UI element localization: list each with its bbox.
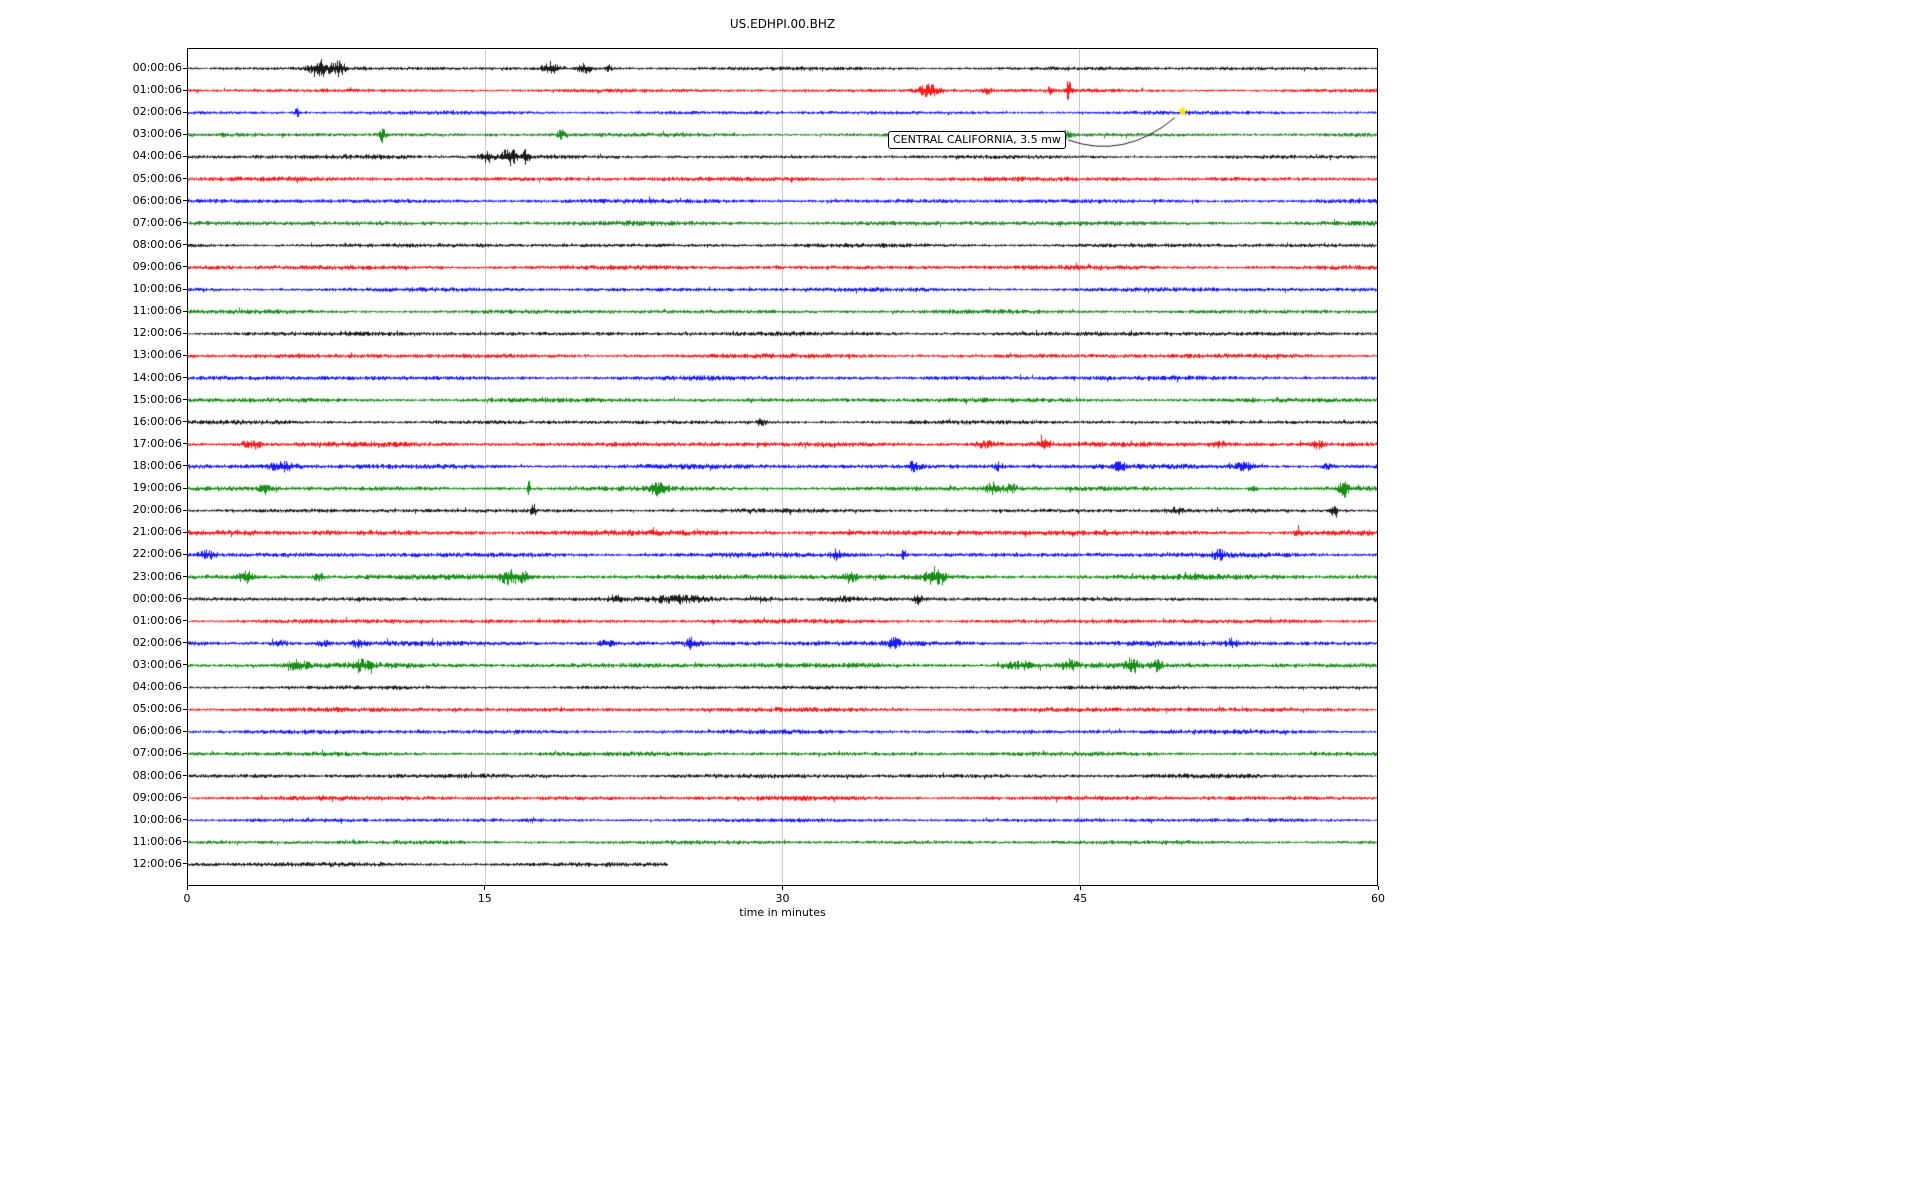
row-label: 20:00:06 xyxy=(132,503,182,517)
row-label: 06:00:06 xyxy=(132,193,182,207)
row-label: 03:00:06 xyxy=(132,657,182,671)
y-tick-mark xyxy=(183,775,187,777)
y-tick-mark xyxy=(183,310,187,312)
event-star-icon: ★ xyxy=(1176,101,1190,120)
y-tick-mark xyxy=(183,620,187,622)
row-label: 00:00:06 xyxy=(132,61,182,74)
row-label: 02:00:06 xyxy=(132,105,182,119)
y-tick-mark xyxy=(183,819,187,821)
y-tick-mark xyxy=(183,222,187,224)
row-label: 02:00:06 xyxy=(132,635,182,649)
y-tick-mark xyxy=(183,244,187,246)
row-label: 12:00:06 xyxy=(132,326,182,340)
row-label: 16:00:06 xyxy=(132,414,182,428)
y-tick-mark xyxy=(183,377,187,379)
row-label: 22:00:06 xyxy=(132,547,182,561)
y-tick-mark xyxy=(183,531,187,533)
y-tick-mark xyxy=(183,332,187,334)
row-label: 08:00:06 xyxy=(132,237,182,251)
y-tick-mark xyxy=(183,399,187,401)
y-tick-mark xyxy=(183,598,187,600)
x-tick-label: 60 xyxy=(1371,892,1385,905)
y-tick-mark xyxy=(183,266,187,268)
trace-canvas xyxy=(188,49,1377,885)
x-tick-mark xyxy=(484,886,486,890)
x-tick-mark xyxy=(186,886,188,890)
x-tick-label: 15 xyxy=(477,892,492,905)
x-tick-mark xyxy=(782,886,783,890)
y-tick-mark xyxy=(183,797,187,799)
row-label: 01:00:06 xyxy=(132,613,182,627)
row-label: 17:00:06 xyxy=(132,436,182,450)
x-tick-mark xyxy=(1377,886,1379,890)
y-tick-mark xyxy=(183,509,187,511)
plot-area: ★ CENTRAL CALIFORNIA, 3.5 mw xyxy=(187,48,1378,886)
y-tick-mark xyxy=(183,642,187,644)
row-label: 18:00:06 xyxy=(132,458,182,472)
row-label: 09:00:06 xyxy=(132,790,182,804)
row-label: 21:00:06 xyxy=(132,525,182,539)
y-tick-mark xyxy=(183,421,187,423)
row-label: 10:00:06 xyxy=(132,812,182,826)
row-label: 06:00:06 xyxy=(132,724,182,738)
y-tick-mark xyxy=(183,89,187,91)
y-tick-mark xyxy=(183,133,187,135)
y-tick-mark xyxy=(183,553,187,555)
x-tick-label: 0 xyxy=(183,892,191,905)
row-label: 15:00:06 xyxy=(132,392,182,406)
row-label: 10:00:06 xyxy=(132,282,182,296)
y-tick-mark xyxy=(183,863,187,865)
row-label: 11:00:06 xyxy=(132,304,182,318)
y-tick-mark xyxy=(183,155,187,157)
row-labels: 00:00:06 01:00:06 02:00:06 03:00:06 04:00:06… xyxy=(58,48,182,884)
row-label: 11:00:06 xyxy=(132,834,182,848)
x-axis-label: time in minutes xyxy=(739,906,826,919)
row-label: 08:00:06 xyxy=(132,768,182,782)
row-label: 01:00:06 xyxy=(132,83,182,97)
row-label: 13:00:06 xyxy=(132,348,182,362)
row-label: 14:00:06 xyxy=(132,370,182,384)
row-label: 12:00:06 xyxy=(132,856,182,870)
x-tick-mark xyxy=(1079,886,1081,890)
y-tick-mark xyxy=(183,487,187,489)
y-tick-mark xyxy=(183,664,187,666)
y-tick-mark xyxy=(183,841,187,843)
row-label: 09:00:06 xyxy=(132,259,182,273)
annotation-text: CENTRAL CALIFORNIA, 3.5 mw xyxy=(893,133,1061,146)
x-tick-label: 45 xyxy=(1073,892,1088,905)
row-label: 07:00:06 xyxy=(132,215,182,229)
row-label: 23:00:06 xyxy=(132,569,182,583)
y-tick-mark xyxy=(183,576,187,578)
y-tick-mark xyxy=(183,354,187,356)
row-label: 19:00:06 xyxy=(132,481,182,495)
row-label: 07:00:06 xyxy=(132,746,182,760)
y-tick-mark xyxy=(183,730,187,732)
annotation-box: CENTRAL CALIFORNIA, 3.5 mw xyxy=(888,131,1066,149)
y-tick-mark xyxy=(183,708,187,710)
y-tick-mark xyxy=(183,686,187,688)
x-tick-label: 30 xyxy=(775,892,790,905)
y-tick-mark xyxy=(183,67,187,69)
y-tick-mark xyxy=(183,111,187,113)
row-label: 05:00:06 xyxy=(132,702,182,716)
row-label: 04:00:06 xyxy=(132,680,182,694)
y-tick-mark xyxy=(183,465,187,467)
y-tick-mark xyxy=(183,443,187,445)
y-tick-mark xyxy=(183,288,187,290)
x-ticks: 0 15 30 45 60 xyxy=(184,886,1385,910)
row-label: 00:00:06 xyxy=(132,591,182,605)
page-title: US.EDHPI.00.BHZ xyxy=(729,17,836,31)
y-tick-mark xyxy=(183,200,187,202)
y-tick-mark xyxy=(183,752,187,754)
row-label: 03:00:06 xyxy=(132,127,182,141)
y-ticks xyxy=(183,48,187,884)
row-label: 04:00:06 xyxy=(132,149,182,163)
y-tick-mark xyxy=(183,178,187,180)
row-label: 05:00:06 xyxy=(132,171,182,185)
